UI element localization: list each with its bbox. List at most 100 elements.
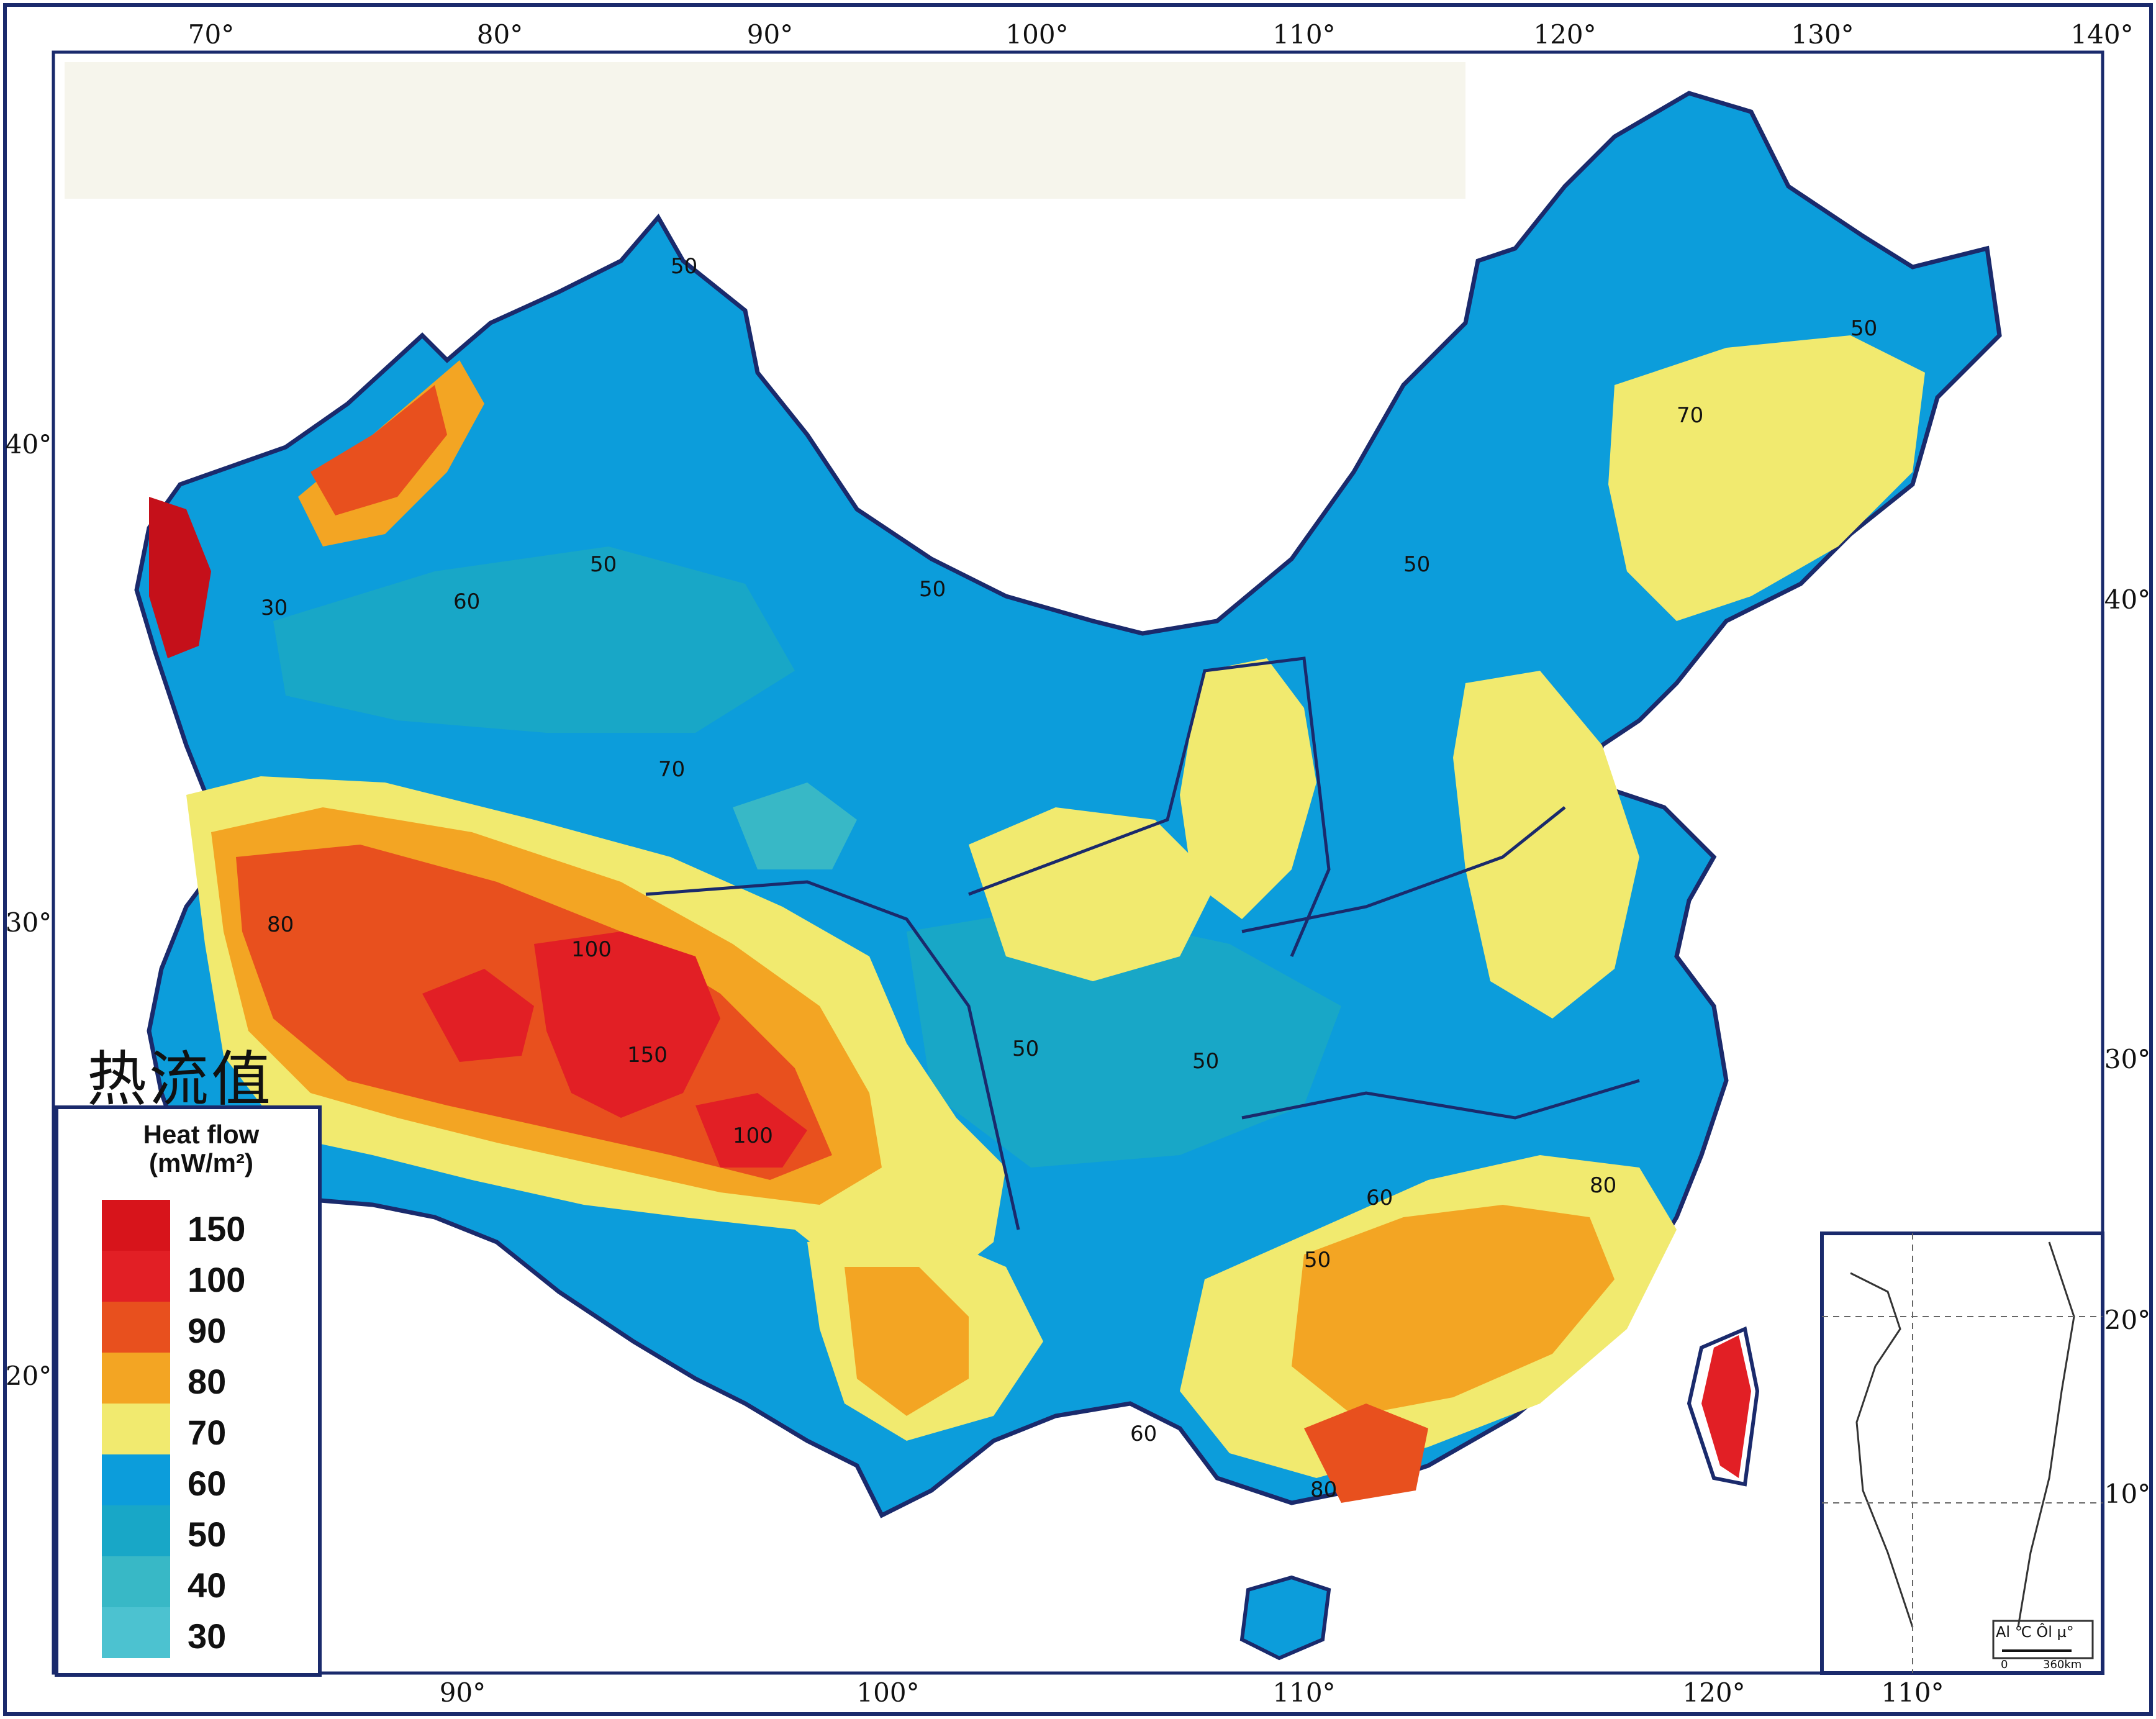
- contour-label: 50: [1192, 1049, 1219, 1074]
- inset-right-tick: 20°: [2104, 1305, 2150, 1335]
- top-tick: 80°: [477, 19, 523, 50]
- bottom-tick: 110°: [1272, 1677, 1335, 1708]
- zone-100-tibet-a: [422, 969, 534, 1062]
- contour-label: 150: [627, 1043, 668, 1068]
- title-area: [65, 62, 1465, 199]
- legend-item: 150: [102, 1200, 288, 1251]
- legend-swatch: [102, 1200, 170, 1251]
- left-tick: 20°: [6, 1361, 52, 1391]
- legend-item: 100: [102, 1251, 288, 1302]
- contour-label: 100: [571, 937, 612, 962]
- contour-label: 50: [1403, 552, 1430, 577]
- contour-label: 100: [733, 1123, 773, 1148]
- legend-item: 90: [102, 1302, 288, 1353]
- zone-90-tibet: [236, 845, 832, 1180]
- contour-label: 70: [658, 757, 685, 782]
- legend-header-line1: Heat flow: [143, 1120, 260, 1149]
- contour-label: 60: [453, 589, 480, 614]
- hainan-island: [1239, 1575, 1331, 1661]
- zone-70-east: [1453, 671, 1639, 1018]
- contour-label: 30: [261, 596, 288, 620]
- right-tick: 30°: [2104, 1044, 2150, 1074]
- zone-80-sichuan: [845, 1267, 969, 1416]
- legend-header: Heat flow (mW/m²): [102, 1120, 301, 1177]
- legend-label: 40: [188, 1566, 227, 1605]
- zone-100-tibet-b: [534, 932, 720, 1118]
- bottom-tick: 100°: [856, 1677, 919, 1708]
- inset-scale-label-0: 0: [2001, 1658, 2008, 1671]
- legend-label: 60: [188, 1464, 227, 1503]
- left-tick: 40°: [6, 429, 52, 460]
- legend-swatch: [102, 1505, 170, 1556]
- zone-80-southeast: [1292, 1205, 1615, 1416]
- top-tick: 140°: [2070, 19, 2133, 50]
- legend-item: 60: [102, 1454, 288, 1505]
- inset-right-tick: 10°: [2104, 1479, 2150, 1509]
- top-tick: 100°: [1005, 19, 1068, 50]
- right-tick: 40°: [2104, 584, 2150, 615]
- contour-label: 60: [1366, 1186, 1393, 1210]
- inset-coastline: [1850, 1241, 2075, 1628]
- taiwan-island: [1687, 1326, 1760, 1487]
- legend-swatch: [102, 1454, 170, 1505]
- legend-item: 80: [102, 1353, 288, 1404]
- bottom-tick: 120°: [1682, 1677, 1745, 1708]
- legend-box: Heat flow (mW/m²) 150 100 90 80 70 60: [55, 1105, 322, 1677]
- zone-100-taiwan: [1701, 1335, 1751, 1478]
- top-tick: 90°: [747, 19, 793, 50]
- legend-swatch: [102, 1302, 170, 1353]
- legend-label: 70: [188, 1413, 227, 1452]
- zone-50-south: [907, 907, 1341, 1168]
- zone-100-pamir: [149, 497, 211, 658]
- legend-swatch: [102, 1251, 170, 1302]
- top-tick: 130°: [1791, 19, 1854, 50]
- contour-label: 50: [1850, 316, 1877, 341]
- legend-label: 30: [188, 1617, 227, 1656]
- zone-70-northeast: [1608, 335, 1925, 621]
- contour-label: 50: [671, 254, 697, 279]
- legend-label: 90: [188, 1311, 227, 1350]
- contour-label: 70: [1677, 403, 1703, 428]
- zone-90-xinjiang: [310, 385, 447, 515]
- legend-title-cn: 热流值: [87, 1045, 273, 1114]
- inset-scale-box: [1992, 1620, 2094, 1659]
- top-tick: 110°: [1272, 19, 1335, 50]
- bottom-tick: 90°: [440, 1677, 486, 1708]
- inset-bottom-tick: 110°: [1881, 1677, 1944, 1708]
- legend-header-line2: (mW/m²): [149, 1148, 253, 1177]
- zone-90-hainan-coast: [1304, 1404, 1428, 1503]
- legend-label: 100: [188, 1260, 246, 1299]
- contour-label: 50: [1304, 1248, 1331, 1272]
- contour-label: 50: [590, 552, 617, 577]
- zone-40-center: [733, 782, 857, 869]
- inset-corner-text: Al ℃ Ôl µ°: [1996, 1622, 2074, 1641]
- contour-label: 80: [267, 912, 294, 937]
- inset-frame: [1820, 1231, 2104, 1675]
- legend-swatch: [102, 1353, 170, 1404]
- legend-item: 50: [102, 1505, 288, 1556]
- contour-label: 60: [1130, 1422, 1157, 1446]
- zone-70-ordos: [1180, 658, 1316, 919]
- inset-scale-label-1: 360km: [2043, 1658, 2081, 1671]
- legend-label: 50: [188, 1515, 227, 1554]
- legend-label: 150: [188, 1209, 246, 1248]
- left-tick: 30°: [6, 907, 52, 938]
- zone-70-central: [969, 807, 1217, 981]
- contour-label: 50: [919, 577, 946, 602]
- contour-label: 50: [1012, 1036, 1039, 1061]
- legend-swatch: [102, 1607, 170, 1658]
- contour-label: 80: [1590, 1173, 1616, 1198]
- contour-label: 80: [1310, 1477, 1337, 1502]
- legend-item: 30: [102, 1607, 288, 1658]
- legend-item: 70: [102, 1404, 288, 1454]
- legend-label: 80: [188, 1362, 227, 1401]
- legend-swatch: [102, 1556, 170, 1607]
- legend-swatch: [102, 1404, 170, 1454]
- top-tick: 120°: [1533, 19, 1596, 50]
- zone-100-tibet-c: [695, 1093, 807, 1168]
- top-tick: 70°: [188, 19, 234, 50]
- province-boundaries: [645, 656, 1640, 1230]
